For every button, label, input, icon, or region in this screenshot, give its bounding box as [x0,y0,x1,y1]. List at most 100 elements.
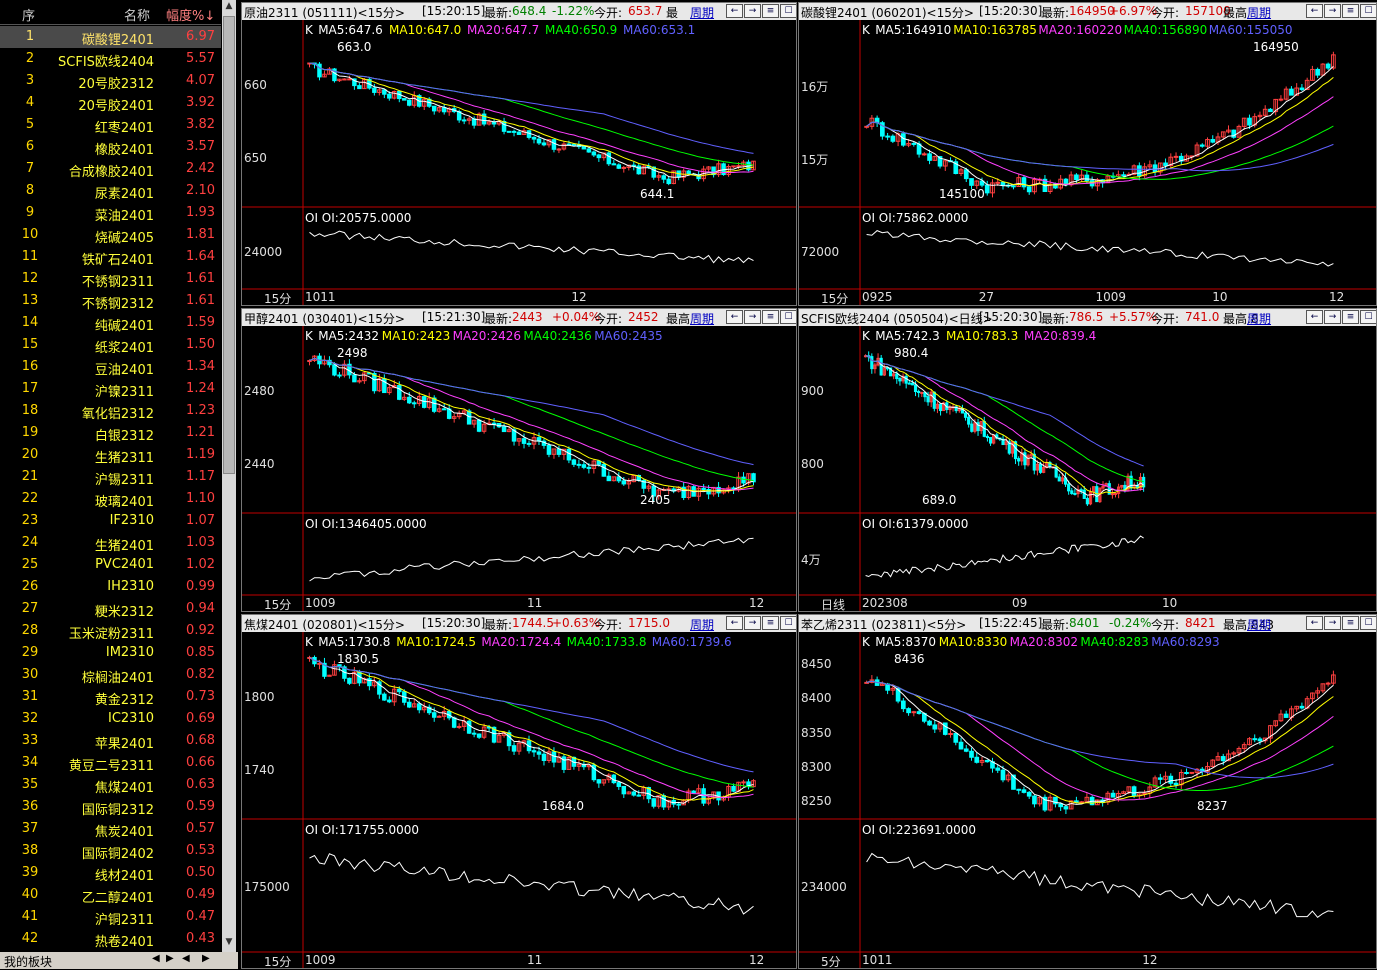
chart-panel[interactable]: SCFIS欧线2404 (050504)<日线> [15:20:30] 最新: 786… [798,308,1377,612]
ranking-row[interactable]: 41 沪铜2311 0.47 [0,906,221,928]
maximize-icon[interactable]: ☐ [780,310,796,324]
ranking-row[interactable]: 22 玻璃2401 1.10 [0,488,221,510]
ranking-row[interactable]: 33 苹果2401 0.68 [0,730,221,752]
chart-panel[interactable]: 甲醇2401 (030401)<15分> [15:21:30] 最新: 2443 +0.… [241,308,797,612]
tab-next-icon[interactable]: ▶ [166,953,174,964]
my-sector-tab[interactable]: 我的板块 [4,955,53,969]
row-change: 0.94 [186,601,215,616]
col-name-header[interactable]: 名称 [124,9,151,24]
ranking-row[interactable]: 8 尿素2401 2.10 [0,180,221,202]
kline-chart[interactable] [242,632,796,968]
ma-legend-ma40: MA40:1733.8 [566,635,647,649]
ranking-row[interactable]: 14 纯碱2401 1.59 [0,312,221,334]
ranking-row[interactable]: 5 红枣2401 3.82 [0,114,221,136]
ranking-row[interactable]: 7 合成橡胶2401 2.42 [0,158,221,180]
vertical-scrollbar[interactable]: ▲ ▼ [222,0,236,969]
kline-chart[interactable] [242,326,796,611]
maximize-icon[interactable]: ☐ [780,616,796,630]
cycle-link[interactable]: 周期 [690,618,715,632]
ranking-row[interactable]: 37 焦炭2401 0.57 [0,818,221,840]
menu-icon[interactable]: ≡ [762,310,779,324]
ranking-row[interactable]: 16 豆油2401 1.34 [0,356,221,378]
ranking-row[interactable]: 9 菜油2401 1.93 [0,202,221,224]
menu-icon[interactable]: ≡ [1342,4,1359,18]
menu-icon[interactable]: ≡ [762,616,779,630]
ranking-row[interactable]: 2 SCFIS欧线2404 5.57 [0,48,221,70]
ranking-row[interactable]: 42 热卷2401 0.43 [0,928,221,950]
ranking-row[interactable]: 24 生猪2401 1.03 [0,532,221,554]
ranking-row[interactable]: 28 玉米淀粉2311 0.92 [0,620,221,642]
cycle-link[interactable]: 周期 [1247,312,1272,326]
ranking-row[interactable]: 32 IC2310 0.69 [0,708,221,730]
ranking-row[interactable]: 1 碳酸锂2401 6.97 [0,26,221,48]
ranking-row[interactable]: 23 IF2310 1.07 [0,510,221,532]
latest-label: 最新: [1041,618,1070,632]
maximize-icon[interactable]: ☐ [780,4,796,18]
nav-right-icon[interactable]: → [1324,4,1341,18]
chart-panel[interactable]: 焦煤2401 (020801)<15分> [15:20:30] 最新: 1744.5 +… [241,614,797,969]
col-change-header[interactable]: 幅度%↓ [166,9,216,24]
scroll-up-icon[interactable]: ▲ [225,1,233,11]
ranking-row[interactable]: 39 线材2401 0.50 [0,862,221,884]
chart-panel[interactable]: 苯乙烯2311 (023811)<5分> [15:22:45] 最新: 8401 -0.… [798,614,1377,969]
ranking-row[interactable]: 36 国际铜2312 0.59 [0,796,221,818]
ranking-row[interactable]: 19 白银2312 1.21 [0,422,221,444]
cycle-link[interactable]: 周期 [690,312,715,326]
ranking-row[interactable]: 21 沪锡2311 1.17 [0,466,221,488]
nav-left-icon[interactable]: ← [726,616,743,630]
ranking-row[interactable]: 31 黄金2312 0.73 [0,686,221,708]
ranking-row[interactable]: 30 棕榈油2401 0.82 [0,664,221,686]
ranking-row[interactable]: 38 国际铜2402 0.53 [0,840,221,862]
ranking-row[interactable]: 40 乙二醇2401 0.49 [0,884,221,906]
col-index-header[interactable]: 序 [22,9,36,24]
ranking-row[interactable]: 3 20号胶2312 4.07 [0,70,221,92]
scroll-left-icon[interactable]: ◀ [182,953,190,964]
ranking-row[interactable]: 20 生猪2311 1.19 [0,444,221,466]
maximize-icon[interactable]: ☐ [1360,310,1376,324]
nav-left-icon[interactable]: ← [1306,4,1323,18]
menu-icon[interactable]: ≡ [762,4,779,18]
nav-right-icon[interactable]: → [744,310,761,324]
nav-right-icon[interactable]: → [1324,310,1341,324]
ranking-row[interactable]: 25 PVC2401 1.02 [0,554,221,576]
ranking-row[interactable]: 12 不锈钢2311 1.61 [0,268,221,290]
scrollbar-thumb[interactable] [223,16,235,474]
cycle-link[interactable]: 周期 [1247,6,1272,20]
menu-icon[interactable]: ≡ [1342,616,1359,630]
ranking-row[interactable]: 29 IM2310 0.85 [0,642,221,664]
row-name: 国际铜2312 [81,803,154,818]
ranking-row[interactable]: 27 粳米2312 0.94 [0,598,221,620]
nav-left-icon[interactable]: ← [1306,616,1323,630]
nav-right-icon[interactable]: → [744,616,761,630]
cycle-link[interactable]: 周期 [1247,618,1272,632]
ranking-row[interactable]: 4 20号胶2401 3.92 [0,92,221,114]
cycle-link[interactable]: 周期 [690,6,715,20]
ranking-row[interactable]: 18 氧化铝2312 1.23 [0,400,221,422]
maximize-icon[interactable]: ☐ [1360,616,1376,630]
ranking-row[interactable]: 17 沪镍2311 1.24 [0,378,221,400]
nav-left-icon[interactable]: ← [1306,310,1323,324]
nav-left-icon[interactable]: ← [726,4,743,18]
tab-prev-icon[interactable]: ◀ [152,953,160,964]
scroll-down-icon[interactable]: ▼ [225,937,233,947]
ranking-row[interactable]: 15 纸浆2401 1.50 [0,334,221,356]
maximize-icon[interactable]: ☐ [1360,4,1376,18]
kline-chart[interactable] [799,326,1376,611]
ranking-row[interactable]: 34 黄豆二号2311 0.66 [0,752,221,774]
ranking-row[interactable]: 6 橡胶2401 3.57 [0,136,221,158]
menu-icon[interactable]: ≡ [1342,310,1359,324]
scroll-right-icon[interactable]: ▶ [202,953,210,964]
kline-chart[interactable] [799,20,1376,305]
ranking-row[interactable]: 26 IH2310 0.99 [0,576,221,598]
chart-panel[interactable]: 碳酸锂2401 (060201)<15分> [15:20:30] 最新: 164950… [798,2,1377,306]
ranking-row[interactable]: 35 焦煤2401 0.63 [0,774,221,796]
ranking-row[interactable]: 13 不锈钢2312 1.61 [0,290,221,312]
chart-panel[interactable]: 原油2311 (051111)<15分> [15:20:15] 最新: 648.4 -1… [241,2,797,306]
nav-right-icon[interactable]: → [1324,616,1341,630]
kline-chart[interactable] [799,632,1376,968]
kline-chart[interactable] [242,20,796,305]
ranking-row[interactable]: 11 铁矿石2401 1.64 [0,246,221,268]
ranking-row[interactable]: 10 烧碱2405 1.81 [0,224,221,246]
nav-left-icon[interactable]: ← [726,310,743,324]
nav-right-icon[interactable]: → [744,4,761,18]
